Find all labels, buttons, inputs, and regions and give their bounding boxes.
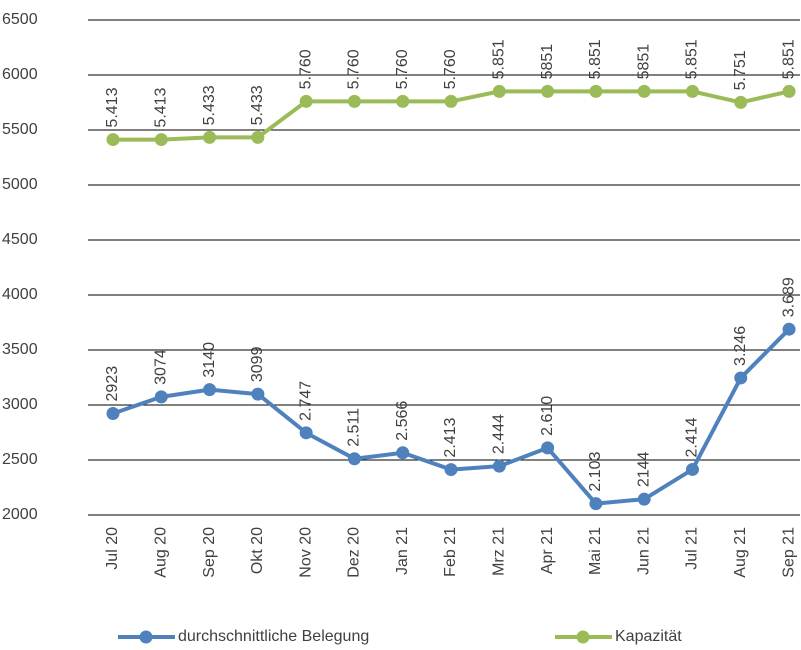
x-tick-label: Sep 20 xyxy=(201,527,218,578)
data-label: 5.760 xyxy=(346,49,363,89)
data-point xyxy=(251,130,265,144)
x-tick-label: Jan 21 xyxy=(394,527,411,575)
y-tick-label: 3000 xyxy=(2,396,38,413)
data-point xyxy=(154,133,168,147)
data-point xyxy=(396,446,410,460)
data-label: 5.760 xyxy=(297,49,314,89)
y-tick-label: 6500 xyxy=(2,11,38,28)
x-tick-label: Apr 21 xyxy=(539,527,556,574)
data-point xyxy=(492,459,506,473)
data-label: 3.689 xyxy=(780,277,797,317)
data-label: 2144 xyxy=(635,451,652,487)
x-tick-label: Okt 20 xyxy=(249,527,266,574)
data-point xyxy=(541,441,555,455)
data-label: 2.413 xyxy=(442,417,459,457)
y-tick-label: 5000 xyxy=(2,176,38,193)
data-label: 5.433 xyxy=(249,85,266,125)
data-label: 5.851 xyxy=(587,39,604,79)
data-point xyxy=(203,130,217,144)
data-point xyxy=(685,84,699,98)
data-label: 2923 xyxy=(104,366,121,402)
data-label: 2.103 xyxy=(587,452,604,492)
data-label: 5.433 xyxy=(201,85,218,125)
data-point xyxy=(637,84,651,98)
data-point xyxy=(347,94,361,108)
y-tick-label: 4500 xyxy=(2,231,38,248)
data-label: 3099 xyxy=(249,346,266,382)
legend-label: durchschnittliche Belegung xyxy=(178,628,369,645)
legend-label: Kapazität xyxy=(615,628,682,645)
data-point xyxy=(492,84,506,98)
data-point xyxy=(637,492,651,506)
data-label: 5.851 xyxy=(684,39,701,79)
x-tick-label: Mrz 21 xyxy=(491,527,508,576)
data-label: 5.760 xyxy=(442,49,459,89)
data-point xyxy=(106,133,120,147)
data-point xyxy=(541,84,555,98)
data-label: 2.414 xyxy=(684,417,701,457)
data-point xyxy=(251,387,265,401)
data-point xyxy=(154,390,168,404)
data-point xyxy=(782,322,796,336)
data-point xyxy=(299,426,313,440)
data-label: 3140 xyxy=(201,342,218,378)
data-label: 5851 xyxy=(635,44,652,80)
data-point xyxy=(685,462,699,476)
y-tick-label: 3500 xyxy=(2,341,38,358)
data-label: 5.851 xyxy=(780,39,797,79)
data-point xyxy=(589,84,603,98)
data-label: 3074 xyxy=(153,349,170,385)
data-label: 2.511 xyxy=(346,408,363,447)
data-point xyxy=(734,95,748,109)
data-point xyxy=(203,383,217,397)
data-point xyxy=(589,497,603,511)
x-tick-label: Aug 20 xyxy=(153,527,170,578)
data-label: 2.610 xyxy=(539,396,556,436)
legend-marker xyxy=(576,630,590,644)
data-label: 5851 xyxy=(539,44,556,80)
data-label: 5.413 xyxy=(153,87,170,127)
data-label: 2.566 xyxy=(394,401,411,441)
data-point xyxy=(444,94,458,108)
data-point xyxy=(782,84,796,98)
x-tick-label: Feb 21 xyxy=(442,527,459,577)
y-tick-label: 2500 xyxy=(2,451,38,468)
x-tick-label: Jul 21 xyxy=(684,527,701,570)
data-label: 5.851 xyxy=(491,39,508,79)
x-tick-label: Sep 21 xyxy=(780,527,797,578)
legend-marker xyxy=(139,630,153,644)
x-tick-label: Jul 20 xyxy=(104,527,121,570)
x-tick-label: Jun 21 xyxy=(635,527,652,575)
data-point xyxy=(299,94,313,108)
data-label: 3.246 xyxy=(732,326,749,366)
data-label: 5.751 xyxy=(732,50,749,90)
x-tick-label: Dez 20 xyxy=(346,527,363,578)
x-tick-label: Nov 20 xyxy=(297,527,314,578)
data-point xyxy=(106,406,120,420)
data-label: 5.760 xyxy=(394,49,411,89)
y-tick-label: 2000 xyxy=(2,506,38,523)
x-tick-label: Aug 21 xyxy=(732,527,749,578)
data-point xyxy=(734,371,748,385)
y-tick-label: 5500 xyxy=(2,121,38,138)
data-point xyxy=(396,94,410,108)
y-tick-label: 4000 xyxy=(2,286,38,303)
data-label: 5.413 xyxy=(104,87,121,127)
data-point xyxy=(347,452,361,466)
y-tick-label: 6000 xyxy=(2,66,38,83)
x-tick-label: Mai 21 xyxy=(587,527,604,575)
data-label: 2.444 xyxy=(491,414,508,454)
data-label: 2.747 xyxy=(297,381,314,421)
data-point xyxy=(444,463,458,477)
